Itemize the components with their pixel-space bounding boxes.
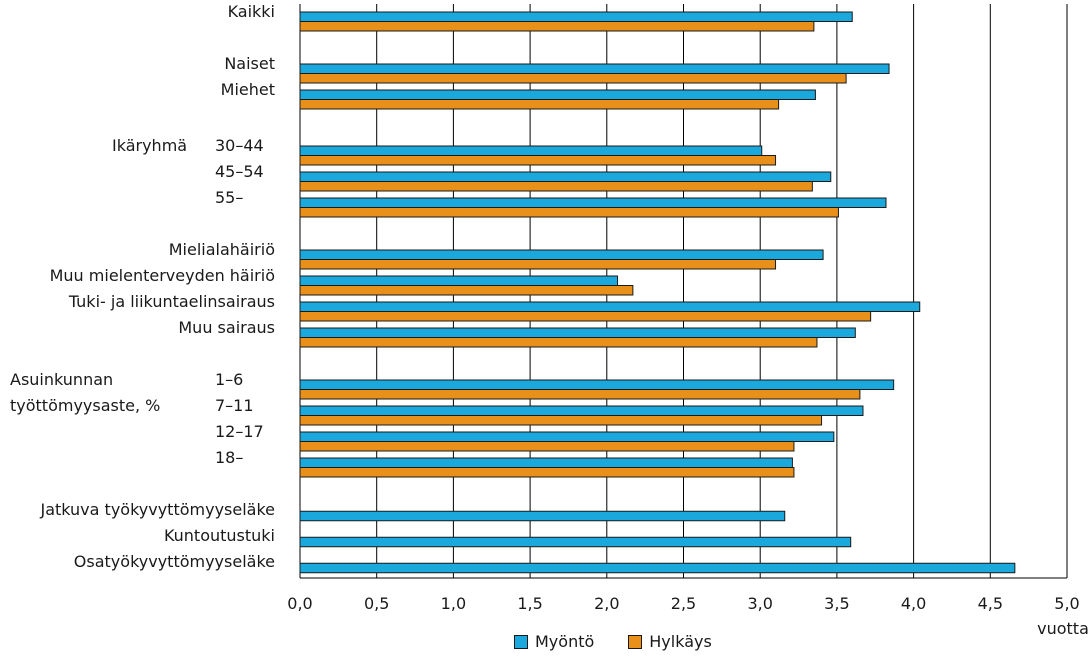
y-category-label: Muu sairaus [178, 318, 275, 337]
y-category-label: 45–54 [215, 162, 264, 181]
bar-hylkays [299, 389, 861, 400]
bar-myonto [299, 510, 786, 522]
bar-myonto [299, 457, 793, 468]
x-tick-label: 2,5 [671, 594, 696, 613]
x-axis-ticks: 0,0 0,5 1,0 1,5 2,0 2,5 3,0 3,5 4,0 4,5 5,0 [287, 594, 1079, 613]
bar-myonto [299, 379, 895, 390]
bar-myonto [299, 405, 864, 416]
bar-myonto [299, 327, 856, 338]
y-category-label: 30–44 [215, 136, 264, 155]
x-tick-label: 0,0 [287, 594, 312, 613]
y-category-label: Kuntoutustuki [164, 526, 275, 545]
bar-hylkays [299, 285, 634, 296]
y-group-label: työttömyysaste, % [10, 396, 160, 415]
legend: Myöntö Hylkäys [514, 632, 712, 651]
legend-item-hylkays: Hylkäys [628, 632, 712, 651]
y-category-label: 1–6 [215, 370, 243, 389]
y-category-label: Miehet [221, 80, 275, 99]
bar-myonto [299, 11, 853, 22]
bar-hylkays [299, 181, 813, 192]
y-category-label: Naiset [224, 54, 275, 73]
bar-myonto [299, 562, 1016, 574]
bar-hylkays [299, 441, 795, 452]
y-group-label: Ikäryhmä [112, 136, 187, 155]
x-tick-label: 0,5 [364, 594, 389, 613]
x-tick-label: 2,0 [594, 594, 619, 613]
bar-myonto [299, 536, 852, 548]
bar-myonto [299, 89, 816, 100]
y-group-label: Asuinkunnan [10, 370, 113, 389]
y-category-label: 7–11 [215, 396, 254, 415]
bar-myonto [299, 249, 824, 260]
y-category-label: 12–17 [215, 422, 264, 441]
y-category-label: 18– [215, 448, 243, 467]
bar-hylkays [299, 311, 872, 322]
x-tick-label: 4,0 [901, 594, 926, 613]
bar-myonto [299, 63, 890, 74]
bar-hylkays [299, 207, 839, 218]
y-category-label: Muu mielenterveyden häiriö [50, 266, 275, 285]
bar-hylkays [299, 337, 818, 348]
y-category-label: Tuki- ja liikuntaelinsairaus [68, 292, 275, 311]
y-category-label: Kaikki [228, 2, 275, 21]
x-tick-label: 4,5 [978, 594, 1003, 613]
y-category-label: 55– [215, 188, 243, 207]
bar-myonto [299, 145, 763, 156]
bar-myonto [299, 431, 835, 442]
legend-label-hylkays: Hylkäys [649, 632, 712, 651]
x-tick-label: 3,0 [747, 594, 772, 613]
x-tick-label: 1,0 [441, 594, 466, 613]
legend-swatch-myonto [514, 634, 528, 649]
x-tick-label: 1,5 [517, 594, 542, 613]
bar-myonto [299, 171, 832, 182]
bar-myonto [299, 301, 921, 312]
x-axis-unit-label: vuotta [1037, 619, 1089, 638]
bar-hylkays [299, 259, 777, 270]
bar-hylkays [299, 99, 780, 110]
bar-myonto [299, 275, 619, 286]
bar-hylkays [299, 21, 815, 32]
bar-hylkays [299, 415, 823, 426]
y-category-label: Osatyökyvyttömyyseläke [74, 552, 275, 571]
y-category-label: Jatkuva työkyvyttömyyseläke [39, 500, 275, 519]
y-category-label: Mielialahäiriö [169, 240, 275, 259]
y-axis-labels: Kaikki Naiset Miehet 30–44 45–54 55– Ikäryhmä M… [10, 2, 275, 571]
bar-hylkays [299, 73, 847, 84]
x-tick-label: 3,5 [824, 594, 849, 613]
bar-myonto [299, 197, 887, 208]
bar-hylkays [299, 467, 795, 478]
legend-swatch-hylkays [628, 634, 643, 649]
bars [299, 11, 1016, 574]
bar-hylkays [299, 155, 777, 166]
x-tick-label: 5,0 [1054, 594, 1079, 613]
legend-label-myonto: Myöntö [535, 632, 595, 651]
legend-item-myonto: Myöntö [514, 632, 594, 651]
